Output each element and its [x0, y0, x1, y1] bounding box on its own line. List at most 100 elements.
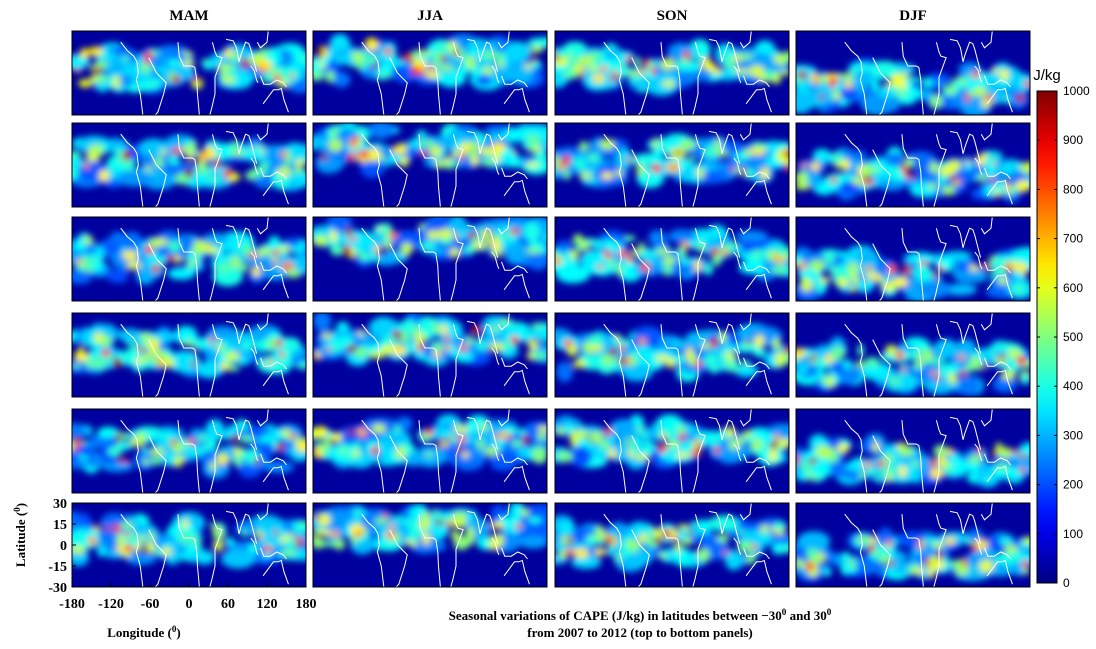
coastline — [262, 369, 289, 395]
coastline — [986, 273, 1013, 299]
coastline — [491, 157, 500, 176]
coastline — [660, 42, 683, 115]
coastline — [262, 273, 289, 299]
coastline — [256, 123, 269, 141]
coastline — [491, 347, 500, 366]
coastline — [844, 41, 868, 115]
coastline — [745, 465, 772, 491]
coastline — [260, 75, 287, 88]
coastline — [177, 420, 200, 493]
coastline — [418, 42, 441, 115]
coastline — [450, 228, 464, 301]
coastline — [980, 31, 993, 49]
coastline — [745, 369, 772, 395]
caption-superscript: 0 — [827, 607, 832, 617]
coastline — [466, 130, 499, 164]
cape-field — [72, 42, 306, 95]
panel-frame — [795, 312, 1031, 398]
caption-part: and 30 — [786, 608, 826, 623]
coastline — [745, 559, 772, 585]
coastline — [739, 503, 752, 521]
coastline — [933, 42, 947, 115]
heatmap-panel — [555, 31, 789, 115]
coastline — [501, 357, 528, 370]
colorbar-tick-label: 600 — [1063, 281, 1083, 295]
panel-frame — [312, 502, 548, 588]
coastline — [148, 435, 167, 493]
x-tick-label: 60 — [221, 597, 235, 612]
coastline — [660, 514, 683, 587]
coastline — [262, 87, 289, 113]
x-axis-label: Longitude (0) — [107, 624, 181, 640]
coastline — [984, 261, 1011, 274]
caption: from 2007 to 2012 (top to bottom panels) — [527, 625, 752, 640]
panel-frame — [312, 30, 548, 116]
panel-frame — [312, 216, 548, 302]
panel-frame — [312, 312, 548, 398]
coastline — [148, 529, 167, 587]
coastline — [497, 409, 510, 427]
cape-field — [72, 510, 306, 569]
x-axis-label-part: ) — [176, 625, 180, 640]
colorbar-tick-label: 400 — [1063, 379, 1083, 393]
coastline — [743, 357, 770, 370]
heatmap-panel — [72, 31, 306, 115]
colorbar-tick-label: 500 — [1063, 330, 1083, 344]
coastline — [497, 123, 510, 141]
coastline — [501, 547, 528, 560]
coastline — [739, 217, 752, 235]
coastline — [450, 42, 464, 115]
coastline — [177, 514, 200, 587]
coastline — [986, 179, 1013, 205]
coastline — [974, 443, 983, 462]
coastline — [418, 420, 441, 493]
coastline — [631, 149, 650, 207]
cape-field — [555, 323, 789, 382]
panel-frame — [554, 216, 790, 302]
coastline — [631, 243, 650, 301]
coastline — [466, 416, 499, 450]
coastline — [844, 513, 868, 587]
coastline — [933, 514, 947, 587]
x-tick-label: -60 — [141, 597, 160, 612]
panel-frame — [71, 216, 307, 302]
y-tick-label: -30 — [48, 581, 67, 596]
coastline — [631, 435, 650, 493]
coastline — [418, 514, 441, 587]
coastline — [466, 224, 499, 258]
coastline — [501, 261, 528, 274]
coastline — [743, 75, 770, 88]
coastline — [209, 324, 223, 397]
colorbar-tick-label: 700 — [1063, 232, 1083, 246]
coastline — [949, 224, 982, 258]
x-tick-label: 120 — [257, 597, 278, 612]
coastline — [497, 503, 510, 521]
y-axis-label-superscript: 0 — [12, 507, 22, 512]
coastline — [120, 133, 144, 207]
colorbar-label: J/kg — [1033, 67, 1061, 84]
heatmap-panel — [555, 313, 789, 397]
coastline — [503, 465, 530, 491]
panel-frame — [795, 502, 1031, 588]
coastline — [708, 510, 741, 544]
panel-frame — [71, 312, 307, 398]
coastline — [660, 420, 683, 493]
coastline — [743, 547, 770, 560]
coastline — [250, 443, 259, 462]
coastline — [980, 123, 993, 141]
coastline — [984, 167, 1011, 180]
coastline — [256, 31, 269, 49]
colorbar-tick-label: 0 — [1063, 576, 1070, 590]
coastline — [692, 228, 706, 301]
panel-frame — [71, 30, 307, 116]
coastline — [739, 409, 752, 427]
coastline — [260, 453, 287, 466]
coastline — [501, 167, 528, 180]
y-axis-label: Latitude (0) — [12, 503, 28, 567]
heatmap-panel — [796, 503, 1030, 587]
coastline — [262, 559, 289, 585]
coastline — [148, 149, 167, 207]
x-axis-label-part: Longitude ( — [107, 625, 172, 640]
coastline — [209, 228, 223, 301]
coastline — [980, 313, 993, 331]
